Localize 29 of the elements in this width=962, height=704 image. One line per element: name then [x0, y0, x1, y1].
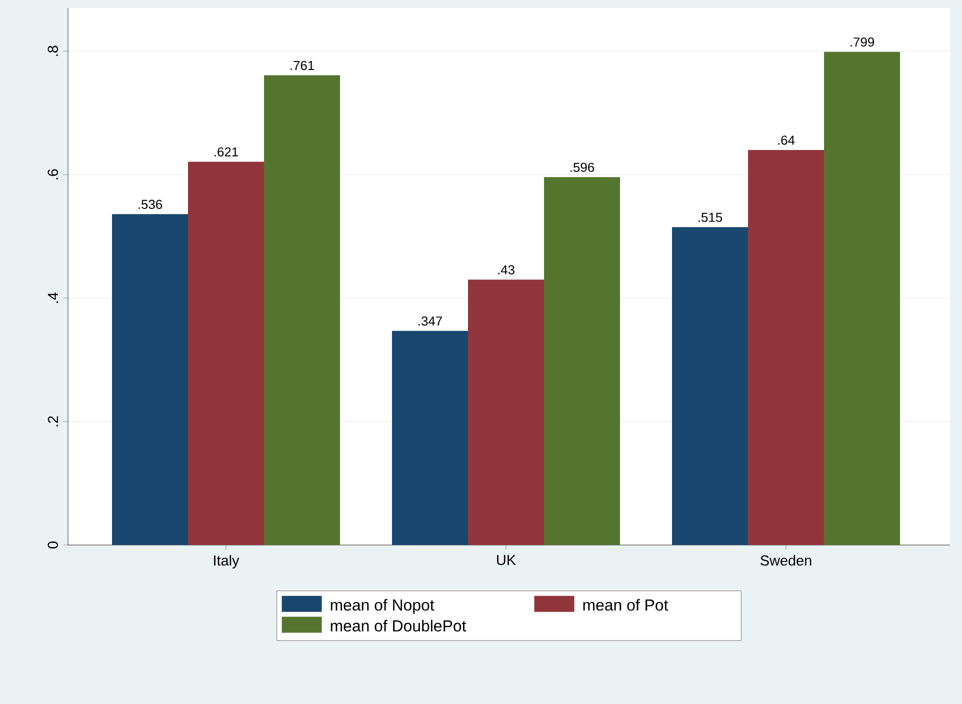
- data-label: .596: [570, 162, 594, 172]
- data-label: .761: [290, 60, 314, 70]
- data-label: .347: [418, 316, 442, 326]
- bar: [824, 52, 900, 545]
- y-tick-label: .8: [48, 46, 58, 56]
- y-tick-label: .4: [48, 292, 58, 303]
- bar: [112, 214, 188, 545]
- data-label: .621: [214, 147, 238, 156]
- bar: [748, 150, 824, 545]
- y-tick-label: 0: [48, 542, 58, 548]
- bar: [544, 177, 620, 545]
- x-tick-label: Sweden: [760, 555, 812, 566]
- bar: [672, 227, 748, 545]
- bar: [468, 280, 544, 545]
- data-label: .43: [498, 265, 514, 274]
- legend-label: mean of Nopot: [330, 599, 434, 614]
- x-tick-label: UK: [497, 555, 516, 566]
- data-label: .799: [850, 37, 874, 47]
- bar: [392, 330, 468, 545]
- legend-label: mean of DoublePot: [330, 620, 466, 632]
- data-label: .515: [698, 212, 722, 222]
- x-tick-label: Italy: [214, 555, 240, 568]
- data-label: .536: [138, 200, 162, 209]
- bar: [264, 75, 340, 545]
- bar: [188, 162, 264, 545]
- y-tick-label: .6: [48, 169, 58, 180]
- data-label: .64: [778, 136, 795, 145]
- y-tick-label: .2: [48, 416, 58, 426]
- legend-label: mean of Pot: [583, 599, 668, 611]
